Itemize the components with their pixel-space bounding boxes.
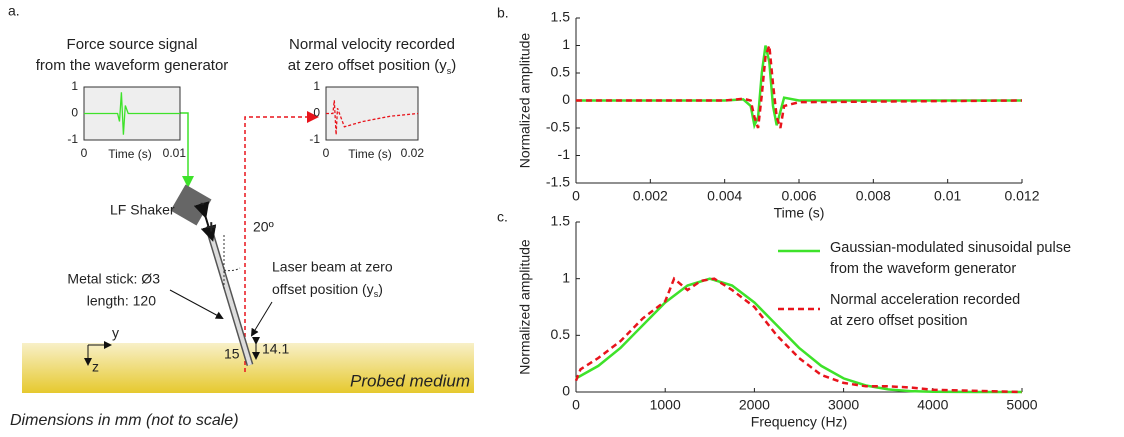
y-tick-label: 1.5 (551, 9, 571, 25)
x-tick-label: 2000 (739, 397, 770, 413)
y-tick-label: 0.5 (551, 326, 571, 342)
inset-title-line: from the waveform generator (35, 57, 229, 74)
x-tick-label: 0.02 (401, 146, 425, 160)
x-axis-label: Time (s) (108, 147, 152, 161)
medium-label: Probed medium (350, 371, 470, 390)
laser-beam (244, 111, 319, 372)
laser-label: Laser beam at zero (272, 259, 393, 275)
laser-label: offset position (y (272, 281, 374, 297)
axis-label: z (92, 359, 99, 375)
y-tick-label: 0.5 (551, 64, 571, 80)
x-tick-label: 0.01 (934, 188, 961, 204)
subscript: s (446, 66, 452, 76)
series-line (84, 92, 180, 135)
y-axis-label: Normalized amplitude (517, 33, 533, 169)
x-axis-label: Time (s) (774, 205, 825, 221)
y-tick-label: -0.5 (546, 119, 570, 135)
inset-title-line: Normal velocity recorded (289, 36, 455, 53)
series-line (576, 45, 1023, 129)
inset-title-line: ) (451, 57, 457, 74)
y-tick-label: 1 (71, 79, 78, 93)
minus: - (200, 195, 205, 211)
y-tick-label: 1.5 (551, 213, 571, 229)
x-tick-label: 0 (323, 146, 330, 160)
x-tick-label: 1000 (650, 397, 681, 413)
angle-arc (223, 267, 241, 272)
footnote: Dimensions in mm (not to scale) (10, 412, 239, 429)
x-tick-label: 0 (572, 397, 580, 413)
y-tick-label: 1 (313, 79, 320, 93)
laser-pointer (250, 301, 273, 337)
x-tick-label: 0.004 (707, 188, 742, 204)
plot-frame (325, 86, 419, 141)
legend-label: Normal acceleration recorded at zero off… (830, 292, 1021, 329)
panel-label: a. (8, 3, 20, 19)
y-tick-label: 0 (71, 106, 78, 120)
x-tick-label: 0 (572, 188, 580, 204)
shaker-label: LF Shaker (110, 202, 175, 218)
subscript: s (374, 289, 379, 299)
stick-pointer (169, 289, 224, 319)
y-axis-label: Normalized amplitude (517, 239, 533, 375)
motion-arrow (193, 201, 217, 242)
y-tick-label: -1.5 (546, 174, 570, 190)
y-tick-label: 0 (562, 383, 570, 399)
stick-label: Metal stick: Ø3 (67, 271, 160, 287)
inset-title-line: Force source signal (66, 36, 198, 53)
x-axis-label: Time (s) (348, 147, 392, 161)
panel-label: c. (497, 209, 508, 225)
x-axis-label: Frequency (Hz) (751, 414, 847, 430)
series-line (575, 277, 1022, 394)
laser-label: ) (378, 281, 383, 297)
y-tick-label: 0 (562, 91, 570, 107)
y-tick-label: -1 (309, 132, 320, 146)
y-tick-label: 0 (313, 106, 320, 120)
panel-label: b. (497, 5, 509, 21)
inset-title: Force source signal from the waveform ge… (32, 34, 232, 76)
dim-label: 14.1 (262, 341, 289, 357)
angle: 20º (253, 219, 274, 235)
series-line (326, 100, 419, 135)
stick-inner (208, 231, 252, 366)
legend-label: Gaussian-modulated sinusoidal pulse from… (830, 240, 1072, 277)
axis-label: y (112, 325, 119, 341)
laser-label: offset position (ys) (272, 281, 383, 300)
plus: + (206, 217, 217, 237)
x-tick-label: 3000 (828, 397, 859, 413)
y-tick-label: -1 (558, 146, 571, 162)
inset-title-line: at zero offset position (ys) (262, 55, 482, 82)
signal-arrow (180, 112, 194, 188)
y-tick-label: -1 (67, 132, 78, 146)
y-tick-label: 1 (562, 269, 570, 285)
x-tick-label: 0.01 (163, 146, 187, 160)
x-tick-label: 0.002 (633, 188, 668, 204)
x-tick-label: 5000 (1006, 397, 1037, 413)
stick-label: length: 120 (87, 293, 156, 309)
dim-label: 15 (224, 346, 240, 362)
inset-title: Normal velocity recorded at zero offset … (262, 34, 482, 82)
x-tick-label: 0.006 (781, 188, 816, 204)
x-tick-label: 0.012 (1004, 188, 1039, 204)
y-tick-label: 1 (562, 36, 570, 52)
x-tick-label: 4000 (917, 397, 948, 413)
x-tick-label: 0.008 (856, 188, 891, 204)
x-tick-label: 0 (81, 146, 88, 160)
inset-title-line: at zero offset position (y (287, 57, 447, 74)
series-line (576, 45, 1022, 130)
